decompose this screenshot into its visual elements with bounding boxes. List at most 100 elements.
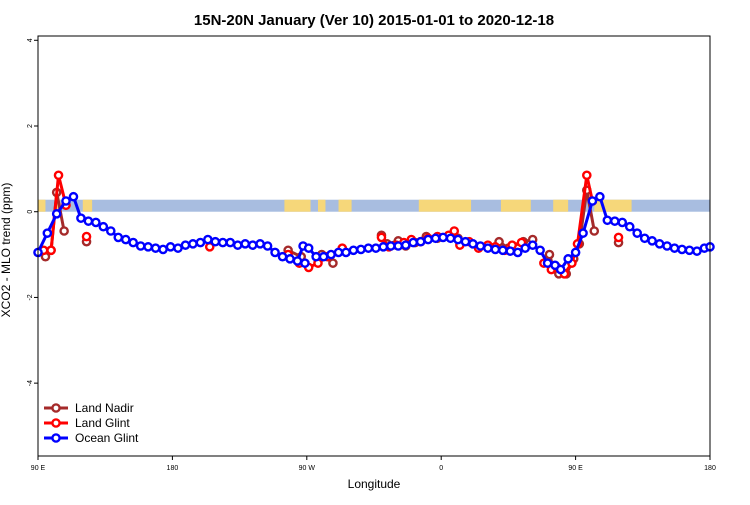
- data-point-ocean-glint: [692, 246, 702, 256]
- data-point-land-nadir: [589, 226, 600, 236]
- data-point-ocean-glint: [385, 241, 396, 251]
- data-point-ocean-glint: [247, 240, 258, 250]
- y-tick-label: 2: [27, 124, 34, 128]
- legend-item-ocean-glint: Ocean Glint: [44, 431, 139, 445]
- data-point-ocean-glint: [669, 243, 680, 253]
- land-segment-6: [418, 199, 472, 212]
- data-point-ocean-glint: [165, 242, 176, 252]
- legend-item-land-nadir: Land Nadir: [44, 401, 134, 415]
- data-point-ocean-glint: [542, 258, 553, 268]
- data-point-ocean-glint: [173, 243, 183, 253]
- data-point-ocean-glint: [158, 244, 168, 255]
- legend-item-land-glint: Land Glint: [44, 416, 130, 430]
- data-point-ocean-glint: [195, 237, 206, 248]
- data-point-ocean-glint: [255, 239, 265, 249]
- series-layer: [33, 170, 715, 279]
- data-point-land-nadir: [328, 258, 338, 268]
- data-point-ocean-glint: [400, 240, 411, 250]
- data-point-ocean-glint: [563, 254, 573, 264]
- x-tick-label: 180: [167, 465, 179, 472]
- data-point-ocean-glint: [210, 236, 221, 247]
- land-segment-0: [38, 199, 46, 212]
- data-point-ocean-glint: [647, 236, 657, 246]
- data-point-ocean-glint: [497, 245, 508, 256]
- data-point-ocean-glint: [505, 246, 516, 256]
- legend-marker: [51, 418, 61, 428]
- data-point-ocean-glint: [662, 241, 672, 251]
- x-tick-label: 90 E: [568, 465, 583, 472]
- data-point-ocean-glint: [535, 245, 545, 256]
- data-point-ocean-glint: [371, 243, 381, 253]
- land-segment-8: [553, 199, 569, 212]
- x-tick-label: 90 W: [299, 465, 316, 472]
- data-point-ocean-glint: [341, 247, 351, 258]
- legend-marker: [51, 403, 61, 413]
- data-point-ocean-glint: [602, 215, 613, 226]
- data-point-ocean-glint: [490, 244, 501, 255]
- data-point-ocean-glint: [285, 254, 295, 264]
- data-point-land-glint: [46, 245, 56, 256]
- data-point-ocean-glint: [423, 234, 433, 245]
- data-point-ocean-glint: [617, 217, 628, 228]
- data-point-ocean-glint: [610, 216, 620, 226]
- data-point-land-glint: [449, 226, 460, 236]
- data-point-ocean-glint: [677, 244, 687, 255]
- chart-title: 15N-20N January (Ver 10) 2015-01-01 to 2…: [194, 12, 554, 29]
- data-point-ocean-glint: [654, 239, 665, 249]
- data-point-ocean-glint: [188, 239, 198, 249]
- y-axis: -4 -2 0 2 4: [27, 38, 38, 386]
- data-point-ocean-glint: [277, 251, 288, 262]
- data-point-ocean-glint: [393, 241, 404, 251]
- y-tick-label: 4: [27, 38, 34, 42]
- data-point-ocean-glint: [326, 249, 336, 260]
- data-point-ocean-glint: [415, 236, 426, 247]
- data-point-ocean-glint: [91, 217, 101, 228]
- data-point-ocean-glint: [570, 247, 581, 258]
- data-point-ocean-glint: [378, 242, 389, 252]
- data-point-ocean-glint: [143, 242, 153, 252]
- data-point-ocean-glint: [180, 240, 191, 250]
- data-point-land-glint: [613, 232, 624, 243]
- land-segment-2: [82, 199, 93, 212]
- series-ocean-glint: [33, 191, 715, 275]
- data-point-ocean-glint: [587, 196, 598, 206]
- data-point-ocean-glint: [527, 240, 538, 250]
- x-axis: 90 E 180 90 W 0 90 E 180: [31, 456, 716, 472]
- y-axis-label: XCO2 - MLO trend (ppm): [0, 183, 13, 318]
- data-point-ocean-glint: [292, 256, 303, 266]
- legend-label: Land Glint: [75, 416, 130, 430]
- data-point-ocean-glint: [300, 258, 310, 268]
- land-segment-3: [284, 199, 311, 212]
- data-point-land-glint: [81, 231, 92, 242]
- data-point-ocean-glint: [639, 233, 650, 244]
- land-segment-1: [54, 199, 61, 212]
- legend-label: Ocean Glint: [75, 431, 139, 445]
- data-point-ocean-glint: [438, 232, 448, 243]
- data-point-ocean-glint: [684, 245, 695, 256]
- x-axis-label: Longitude: [348, 477, 401, 491]
- data-point-ocean-glint: [333, 247, 344, 258]
- data-point-ocean-glint: [632, 228, 643, 238]
- y-tick-label: -4: [27, 380, 34, 386]
- data-point-ocean-glint: [520, 243, 531, 253]
- data-point-ocean-glint: [83, 216, 94, 226]
- data-point-ocean-glint: [460, 236, 471, 247]
- data-point-land-glint: [376, 232, 387, 243]
- data-point-ocean-glint: [475, 241, 486, 251]
- data-point-ocean-glint: [270, 247, 280, 258]
- land-segment-7: [500, 199, 531, 212]
- data-point-ocean-glint: [356, 244, 366, 255]
- data-point-ocean-glint: [135, 241, 146, 251]
- data-point-ocean-glint: [408, 237, 419, 248]
- data-point-ocean-glint: [483, 243, 493, 253]
- data-point-ocean-glint: [51, 209, 62, 219]
- data-point-ocean-glint: [318, 251, 329, 262]
- data-point-ocean-glint: [203, 234, 213, 245]
- data-point-land-nadir: [544, 249, 555, 260]
- data-point-ocean-glint: [595, 191, 605, 202]
- data-point-ocean-glint: [76, 213, 86, 223]
- x-tick-label: 0: [439, 465, 443, 472]
